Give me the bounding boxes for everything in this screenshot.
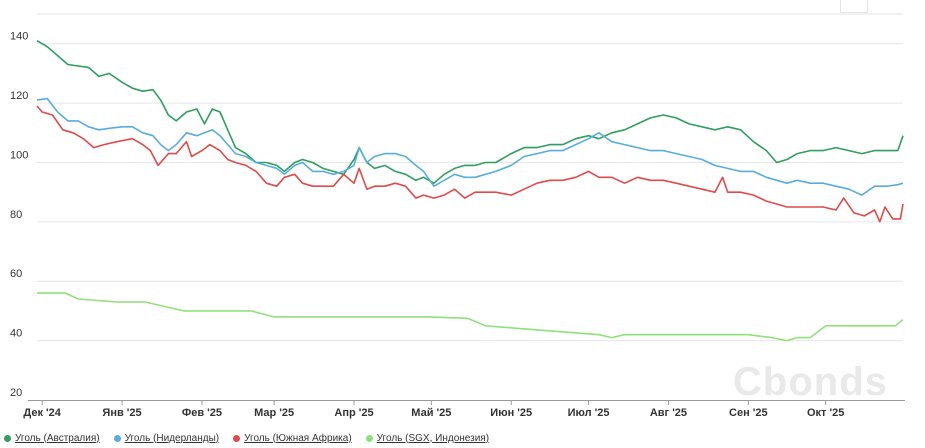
y-tick-label: 20 xyxy=(10,387,22,399)
series-line-2 xyxy=(36,105,904,223)
x-tick-label: Июн '25 xyxy=(490,407,532,419)
x-axis: Дек '24 Янв '25 Фев '25 Мар '25 Апр '25 Май '… xyxy=(23,400,905,419)
y-axis: 20 40 60 80 100 120 140 xyxy=(10,31,28,399)
legend-marker xyxy=(4,434,11,442)
legend-marker xyxy=(365,434,373,442)
series-lines xyxy=(36,40,904,342)
legend-item-1[interactable]: Уголь (Нидерланды) xyxy=(113,432,220,444)
series-line-3 xyxy=(37,292,904,342)
x-tick-label: Мар '25 xyxy=(254,407,294,419)
x-tick-label: Фев '25 xyxy=(182,407,222,419)
legend-label: Уголь (Австралия) xyxy=(15,432,100,444)
grid-lines xyxy=(37,13,903,342)
legend-label: Уголь (Южная Африка) xyxy=(244,432,352,444)
chart-menu-button[interactable] xyxy=(840,0,868,13)
x-tick-label: Дек '24 xyxy=(23,407,61,419)
x-tick-label: Апр '25 xyxy=(334,407,373,419)
legend-item-0[interactable]: Уголь (Австралия) xyxy=(4,433,100,444)
legend-marker xyxy=(113,434,121,442)
y-tick-label: 60 xyxy=(10,268,22,280)
watermark: Cbonds xyxy=(733,360,888,404)
legend-marker xyxy=(233,434,241,442)
x-tick-label: Авг '25 xyxy=(650,407,687,419)
series-line-1 xyxy=(36,97,904,196)
series-line-0 xyxy=(36,40,904,184)
x-tick-label: Сен '25 xyxy=(729,407,768,419)
legend: Уголь (Австралия) Уголь (Нидерланды) Уголь… xyxy=(4,430,503,446)
legend-item-2[interactable]: Уголь (Южная Африка) xyxy=(233,433,352,444)
legend-item-3[interactable]: Уголь (SGX, Индонезия) xyxy=(365,432,490,444)
y-tick-label: 120 xyxy=(10,90,28,102)
x-tick-label: Окт '25 xyxy=(807,407,844,419)
x-tick-label: Янв '25 xyxy=(102,407,141,419)
y-tick-label: 140 xyxy=(10,31,28,43)
legend-label: Уголь (SGX, Индонезия) xyxy=(376,432,490,444)
y-tick-label: 100 xyxy=(10,149,28,161)
x-tick-label: Май '25 xyxy=(411,407,451,419)
legend-label: Уголь (Нидерланды) xyxy=(124,432,220,444)
x-tick-label: Июл '25 xyxy=(568,407,610,419)
y-tick-label: 40 xyxy=(10,328,22,340)
y-tick-label: 80 xyxy=(10,209,22,221)
